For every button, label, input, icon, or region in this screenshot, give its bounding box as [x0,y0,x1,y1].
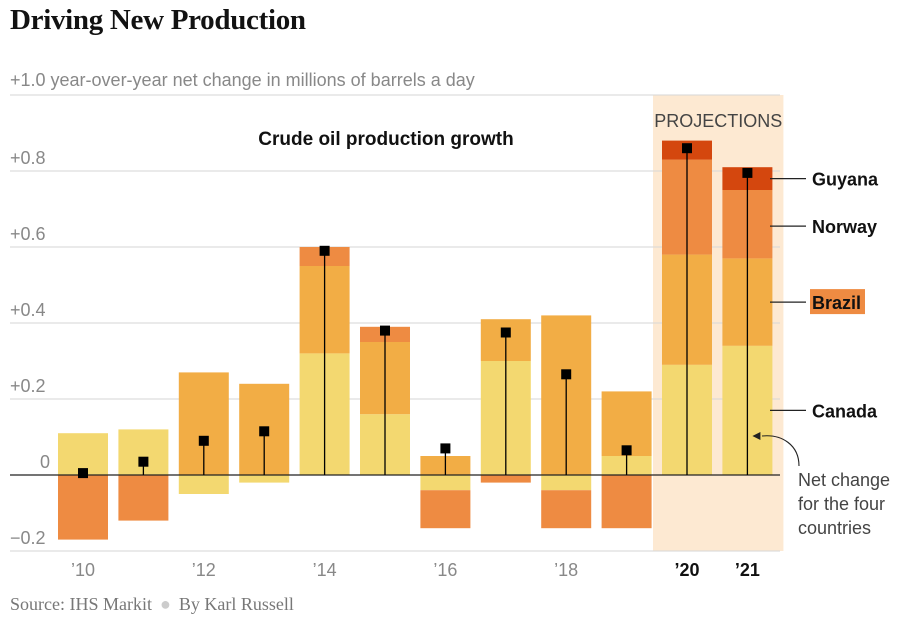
net-change-marker [138,456,149,467]
bar-segment-norway [118,475,169,521]
bar-segment-canada [58,433,108,475]
net-change-marker [380,325,390,336]
bar-segment-canada [420,475,471,491]
separator-dot: ● [159,594,171,614]
inner-chart-title: Crude oil production growth [258,129,513,150]
net-change-marker [440,443,451,454]
net-change-marker [259,426,270,437]
annotation-arrowhead [752,432,761,440]
x-tick-label: ’10 [71,560,95,580]
annotation-leader [761,435,800,467]
bar-segment-canada [239,475,290,483]
net-change-marker [319,245,330,256]
net-change-marker [742,167,753,178]
net-change-marker [78,468,88,479]
net-change-marker [561,369,572,380]
bar-segment-norway [480,475,531,483]
legend-label-norway: Norway [812,217,877,237]
y-tick-label: 0 [40,452,50,472]
x-tick-label: ’14 [313,560,337,580]
net-change-marker [682,143,692,154]
byline: By Karl Russell [178,594,294,614]
net-change-marker [621,445,632,456]
y-tick-label: +0.8 [10,148,46,168]
bar-segment-canada [541,475,592,491]
footer: Source: IHS Markit ● By Karl Russell [10,594,294,615]
net-change-marker [500,327,511,338]
x-tick-label: ’16 [433,560,457,580]
legend-highlight-brazil [810,289,865,315]
bar-segment-canada [178,475,229,494]
x-tick-label: ’12 [192,560,216,580]
x-tick-label: ’20 [674,560,699,580]
projections-label: PROJECTIONS [654,111,782,131]
net-change-annotation: for the four [798,494,885,514]
net-change-marker [198,435,209,446]
label-layer: PROJECTIONS −0.2 0 +0.2 +0.4 +0.6 +0.8 ’10 ’12 ’1… [10,111,890,580]
net-change-layer [78,143,753,479]
chart-title: Driving New Production [10,4,306,36]
x-tick-label: ’21 [735,560,760,580]
net-change-annotation: countries [798,518,871,538]
y-tick-label: +0.4 [10,300,46,320]
bar-segment-norway [420,490,471,529]
y-tick-label: +0.6 [10,224,46,244]
legend-label-guyana: Guyana [812,170,879,190]
bar-segment-norway [601,475,652,529]
unit-label: +1.0 year-over-year net change in millio… [10,70,475,90]
bar-segment-brazil [601,391,652,456]
legend-label-brazil: Brazil [812,293,861,313]
source-credit: Source: IHS Markit [10,594,152,614]
y-tick-label: −0.2 [10,528,46,548]
x-tick-label: ’18 [554,560,578,580]
bar-segment-norway [541,490,592,529]
legend-label-canada: Canada [812,401,878,421]
net-change-annotation: Net change [798,470,890,490]
y-tick-label: +0.2 [10,376,46,396]
bar-segment-norway [58,475,108,540]
